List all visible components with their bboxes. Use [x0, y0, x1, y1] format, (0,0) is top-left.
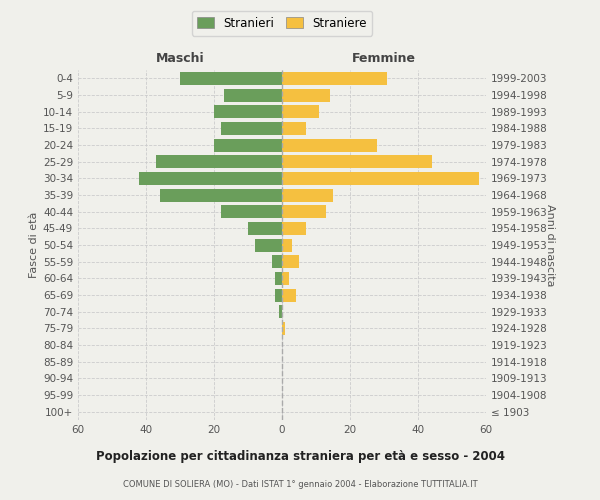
Legend: Stranieri, Straniere: Stranieri, Straniere: [191, 11, 373, 36]
Bar: [272, 255, 282, 268]
Bar: [282, 288, 296, 302]
Bar: [180, 72, 282, 85]
Text: Femmine: Femmine: [352, 52, 416, 65]
Bar: [282, 322, 286, 335]
Bar: [275, 272, 282, 285]
Bar: [214, 138, 282, 151]
Text: Maschi: Maschi: [155, 52, 205, 65]
Bar: [282, 138, 377, 151]
Bar: [282, 72, 388, 85]
Bar: [282, 172, 479, 185]
Bar: [255, 238, 282, 252]
Bar: [221, 205, 282, 218]
Bar: [139, 172, 282, 185]
Bar: [275, 288, 282, 302]
Bar: [248, 222, 282, 235]
Bar: [282, 272, 289, 285]
Bar: [278, 305, 282, 318]
Bar: [282, 222, 306, 235]
Bar: [282, 88, 329, 102]
Bar: [221, 122, 282, 135]
Bar: [282, 188, 333, 202]
Bar: [282, 205, 326, 218]
Bar: [282, 122, 306, 135]
Bar: [282, 105, 319, 118]
Bar: [282, 238, 292, 252]
Text: Popolazione per cittadinanza straniera per età e sesso - 2004: Popolazione per cittadinanza straniera p…: [95, 450, 505, 463]
Text: COMUNE DI SOLIERA (MO) - Dati ISTAT 1° gennaio 2004 - Elaborazione TUTTITALIA.IT: COMUNE DI SOLIERA (MO) - Dati ISTAT 1° g…: [122, 480, 478, 489]
Bar: [156, 155, 282, 168]
Y-axis label: Anni di nascita: Anni di nascita: [545, 204, 554, 286]
Y-axis label: Fasce di età: Fasce di età: [29, 212, 39, 278]
Bar: [282, 155, 431, 168]
Bar: [282, 255, 299, 268]
Bar: [160, 188, 282, 202]
Bar: [224, 88, 282, 102]
Bar: [214, 105, 282, 118]
